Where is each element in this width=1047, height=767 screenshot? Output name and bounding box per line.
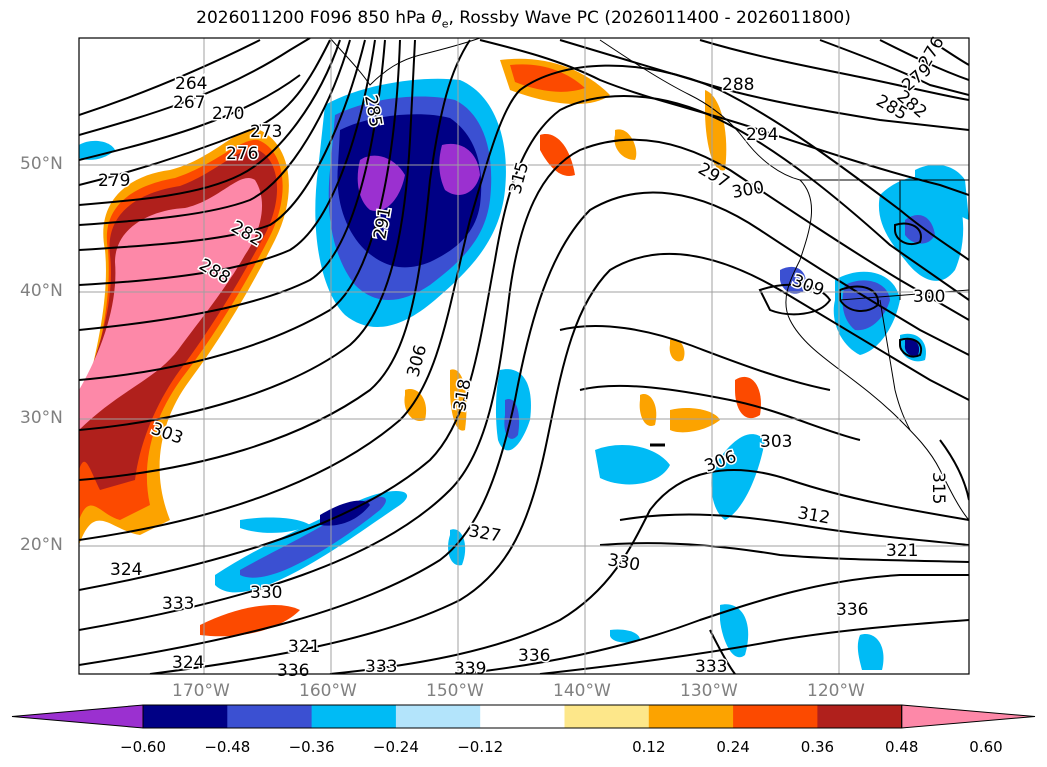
- plot-title: 2026011200 F096 850 hPa θe, Rossby Wave …: [0, 8, 1047, 30]
- contour-label: 321: [886, 541, 918, 561]
- contour-label: 339: [454, 659, 486, 679]
- contour-label: 267: [173, 93, 205, 113]
- colorbar-segment: [227, 705, 313, 728]
- contour-label: 336: [277, 661, 309, 681]
- contour-label: 336: [518, 646, 550, 666]
- colorbar-segment: [311, 705, 397, 728]
- contour-label: 279: [98, 171, 130, 191]
- contour-label: 294: [746, 125, 778, 145]
- colorbar-tick-label: −0.60: [120, 738, 166, 756]
- colorbar-segment: [143, 705, 228, 728]
- colorbar-segment: [817, 705, 903, 728]
- colorbar-tick-label: −0.12: [457, 738, 504, 756]
- colorbar: [11, 704, 1036, 729]
- contour-label: 321: [288, 637, 320, 657]
- lat-label: 20°N: [20, 535, 63, 555]
- contour-label: 324: [172, 653, 204, 673]
- contour-label: 315: [928, 472, 948, 504]
- colorbar-segment: [564, 705, 650, 728]
- map-frame: [78, 37, 970, 675]
- lat-label: 30°N: [20, 408, 63, 428]
- contour-label: 300: [913, 287, 945, 307]
- coastline: [329, 38, 969, 521]
- lon-label: 130°W: [680, 681, 738, 701]
- title-symbol: θ: [431, 8, 442, 28]
- colorbar-tick-label: −0.48: [204, 738, 251, 756]
- colorbar-segment: [395, 705, 481, 728]
- contour-label: 303: [760, 432, 792, 452]
- contour-label: 276: [226, 144, 258, 164]
- lon-label: 120°W: [807, 681, 865, 701]
- lon-label: 170°W: [172, 681, 230, 701]
- colorbar-frame: [142, 704, 903, 729]
- colorbar-segment: [648, 705, 734, 728]
- contour-label: 333: [365, 657, 397, 677]
- lon-label: 160°W: [299, 681, 357, 701]
- colorbar-tick-label: 0.36: [800, 738, 835, 756]
- contour-label: 333: [162, 594, 194, 614]
- theta-e-contours: [79, 38, 969, 674]
- lat-label: 50°N: [20, 154, 63, 174]
- colorbar-tick-label: 0.12: [632, 738, 666, 756]
- colorbar-segment: [733, 705, 818, 728]
- lon-label: 150°W: [426, 681, 484, 701]
- colorbar-extend-min: [11, 704, 144, 729]
- contour-label: 336: [836, 600, 868, 620]
- title-level: 850 hPa: [357, 8, 426, 28]
- lon-label: 140°W: [553, 681, 611, 701]
- contour-label: 324: [110, 560, 142, 580]
- colorbar-tick-label: 0.48: [884, 738, 919, 756]
- title-forecast: F096: [309, 8, 352, 28]
- colorbar-tick-label: −0.36: [288, 738, 335, 756]
- graticule: [79, 38, 969, 674]
- lat-label: 40°N: [20, 281, 63, 301]
- colorbar-tick-label: 0.24: [716, 738, 750, 756]
- contour-label: 273: [250, 122, 282, 142]
- colorbar-segment: [480, 705, 565, 728]
- contour-label: 333: [695, 657, 727, 677]
- contour-label: 264: [175, 74, 207, 94]
- colorbar-tick-label: 0.60: [969, 738, 1003, 756]
- title-run: 2026011200: [196, 8, 305, 28]
- contour-label: 270: [212, 104, 244, 124]
- colorbar-tick-label: −0.24: [372, 738, 419, 756]
- colorbar-extend-max: [901, 704, 1036, 729]
- title-symbol-sub: e: [441, 17, 449, 31]
- title-rest: , Rossby Wave PC (2026011400 - 202601180…: [448, 8, 851, 28]
- contour-label: 330: [250, 583, 282, 603]
- contour-label: 288: [722, 75, 754, 95]
